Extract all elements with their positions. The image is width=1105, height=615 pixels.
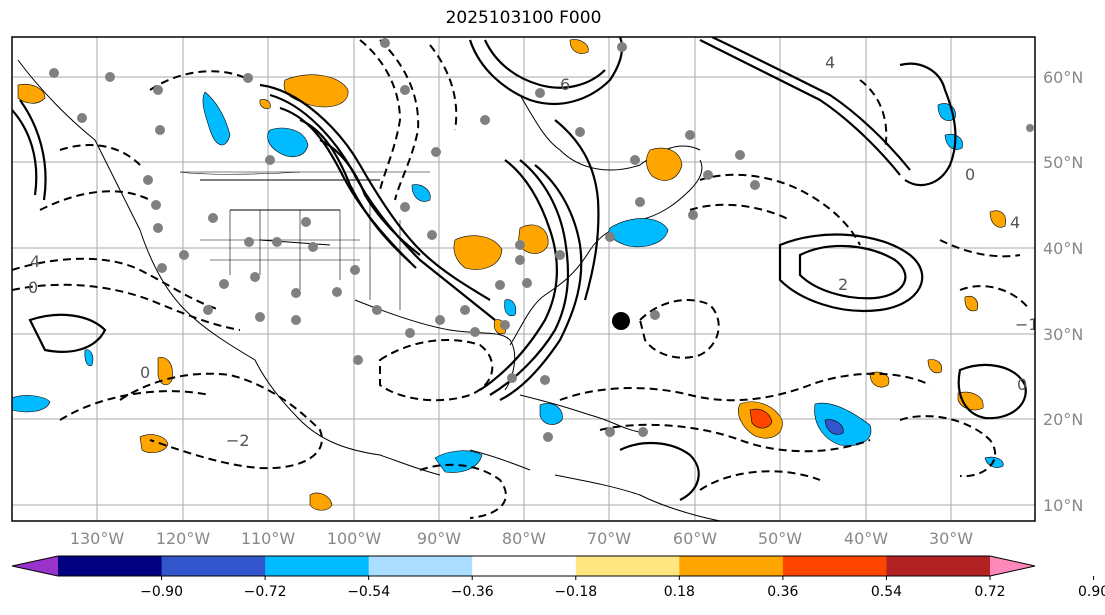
- svg-text:30°W: 30°W: [929, 529, 973, 548]
- colorbar-segment: [161, 556, 266, 576]
- solid-contours: [12, 37, 1027, 501]
- map-panel: 4 0 4 4 2 −2 6 0 0 0 −1: [12, 37, 1039, 521]
- colorbar-tick-label: −0.72: [244, 584, 287, 600]
- svg-text:50°W: 50°W: [758, 529, 802, 548]
- svg-text:40°N: 40°N: [1043, 239, 1083, 258]
- svg-text:40°W: 40°W: [844, 529, 888, 548]
- svg-text:0: 0: [965, 165, 975, 184]
- station-markers: [49, 38, 1034, 442]
- longitude-labels: 130°W 120°W 110°W 100°W 90°W 80°W 70°W 6…: [70, 529, 973, 548]
- svg-text:120°W: 120°W: [156, 529, 211, 548]
- svg-text:0: 0: [28, 278, 38, 297]
- colorbar-segment: [58, 556, 163, 576]
- contour-labels: 4 0 4 4 2 −2 6 0 0 0 −1: [28, 53, 1039, 450]
- svg-text:110°W: 110°W: [241, 529, 296, 548]
- svg-text:4: 4: [30, 252, 40, 271]
- svg-text:−1: −1: [1015, 315, 1039, 334]
- shaded-anomalies: [12, 39, 1006, 511]
- svg-text:130°W: 130°W: [70, 529, 125, 548]
- svg-text:80°W: 80°W: [502, 529, 546, 548]
- colorbar-tick-label: −0.36: [451, 584, 494, 600]
- svg-text:4: 4: [1010, 213, 1020, 232]
- colorbar-tick-label: 0.72: [974, 584, 1005, 600]
- colorbar-tick-label: −0.18: [554, 584, 597, 600]
- svg-text:70°W: 70°W: [587, 529, 631, 548]
- colorbar: −0.90 −0.72 −0.54 −0.36 −0.18 0.18 0.36 0.54 0.7…: [11, 555, 1105, 600]
- svg-text:0: 0: [140, 363, 150, 382]
- colorbar-tick-label: 0.18: [664, 584, 695, 600]
- map-frame: [11, 36, 1036, 522]
- svg-text:4: 4: [825, 53, 835, 72]
- svg-text:100°W: 100°W: [327, 529, 382, 548]
- svg-text:50°N: 50°N: [1043, 153, 1083, 172]
- colorbar-segment: [575, 556, 680, 576]
- map-title: 2025103100 F000: [445, 8, 602, 28]
- svg-text:30°N: 30°N: [1043, 325, 1083, 344]
- svg-text:90°W: 90°W: [417, 529, 461, 548]
- colorbar-outline: [11, 555, 1036, 577]
- svg-text:20°N: 20°N: [1043, 410, 1083, 429]
- colorbar-extend-min: [12, 556, 58, 576]
- colorbar-segment: [782, 556, 887, 576]
- colorbar-tick-label: 0.90: [1078, 584, 1105, 600]
- dashed-contours: [12, 39, 1031, 519]
- colorbar-segment: [368, 556, 473, 576]
- colorbar-extend-max: [990, 556, 1035, 576]
- svg-text:6: 6: [560, 75, 570, 94]
- svg-text:0: 0: [1017, 375, 1027, 394]
- svg-text:60°N: 60°N: [1043, 68, 1083, 87]
- colorbar-segment: [679, 556, 784, 576]
- storm-center-marker: [612, 312, 630, 330]
- graticule: [12, 37, 1035, 521]
- svg-text:2: 2: [838, 275, 848, 294]
- colorbar-segment: [472, 556, 577, 576]
- colorbar-tick-label: −0.90: [140, 584, 183, 600]
- colorbar-segment: [886, 556, 991, 576]
- latitude-labels: 60°N 50°N 40°N 30°N 20°N 10°N: [1043, 68, 1083, 515]
- colorbar-tick-label: 0.54: [871, 584, 902, 600]
- colorbar-tick-label: 0.36: [767, 584, 798, 600]
- svg-text:−2: −2: [226, 431, 250, 450]
- svg-text:60°W: 60°W: [673, 529, 717, 548]
- svg-text:10°N: 10°N: [1043, 496, 1083, 515]
- colorbar-tick-label: −0.54: [347, 584, 390, 600]
- colorbar-segment: [265, 556, 370, 576]
